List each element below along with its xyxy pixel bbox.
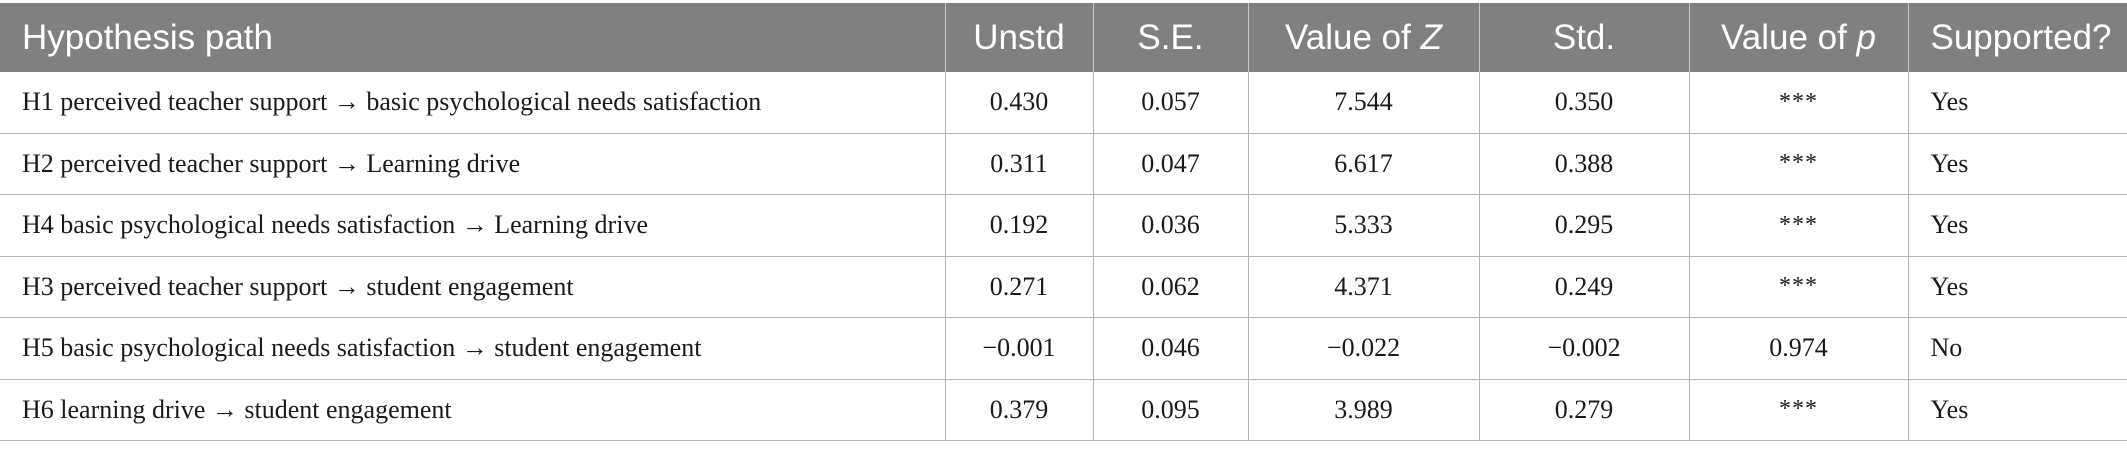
cell-se: 0.062	[1093, 256, 1249, 318]
header-std: Std.	[1479, 3, 1690, 72]
table-body: H1 perceived teacher support → basic psy…	[0, 72, 2127, 441]
cell-se: 0.036	[1093, 194, 1249, 257]
cell-z: 3.989	[1248, 379, 1480, 441]
cell-supported: Yes	[1908, 133, 2127, 195]
cell-supported: Yes	[1908, 256, 2127, 318]
table-row: H3 perceived teacher support → student e…	[0, 256, 2127, 318]
cell-se: 0.047	[1093, 133, 1249, 195]
cell-p: ***	[1689, 256, 1909, 318]
cell-z: 6.617	[1248, 133, 1480, 195]
header-unstd: Unstd	[945, 3, 1094, 72]
header-p-variable: p	[1856, 17, 1877, 57]
header-p-prefix: Value of	[1720, 17, 1857, 57]
cell-std: −0.002	[1479, 317, 1690, 380]
cell-supported: Yes	[1908, 379, 2127, 441]
cell-p: ***	[1689, 379, 1909, 441]
cell-std: 0.388	[1479, 133, 1690, 195]
hypothesis-table: Hypothesis path Unstd S.E. Value of Z St…	[0, 3, 2127, 441]
table-row: H4 basic psychological needs satisfactio…	[0, 194, 2127, 257]
cell-p: ***	[1689, 133, 1909, 195]
table-header: Hypothesis path Unstd S.E. Value of Z St…	[0, 3, 2127, 72]
header-value-of-z: Value of Z	[1248, 3, 1480, 72]
cell-unstd: 0.192	[945, 194, 1094, 257]
header-std-label: Std.	[1552, 17, 1616, 57]
cell-unstd: 0.311	[945, 133, 1094, 195]
cell-hypothesis-path: H2 perceived teacher support → Learning …	[0, 133, 946, 195]
header-z-prefix: Value of	[1285, 17, 1421, 57]
cell-z: −0.022	[1248, 317, 1480, 380]
cell-p: 0.974	[1689, 317, 1909, 380]
cell-supported: Yes	[1908, 72, 2127, 134]
cell-se: 0.046	[1093, 317, 1249, 380]
cell-p: ***	[1689, 72, 1909, 134]
table-row: H2 perceived teacher support → Learning …	[0, 133, 2127, 195]
cell-p: ***	[1689, 194, 1909, 257]
header-se: S.E.	[1093, 3, 1249, 72]
cell-se: 0.057	[1093, 72, 1249, 134]
cell-std: 0.279	[1479, 379, 1690, 441]
header-row: Hypothesis path Unstd S.E. Value of Z St…	[0, 3, 2127, 72]
cell-hypothesis-path: H6 learning drive → student engagement	[0, 379, 946, 441]
cell-unstd: 0.430	[945, 72, 1094, 134]
cell-hypothesis-path: H3 perceived teacher support → student e…	[0, 256, 946, 318]
header-supported: Supported?	[1908, 3, 2127, 72]
cell-supported: No	[1908, 317, 2127, 380]
cell-unstd: 0.379	[945, 379, 1094, 441]
header-hypothesis-path: Hypothesis path	[0, 3, 946, 72]
header-value-of-p: Value of p	[1689, 3, 1909, 72]
cell-z: 5.333	[1248, 194, 1480, 257]
cell-hypothesis-path: H1 perceived teacher support → basic psy…	[0, 72, 946, 134]
header-hypothesis-path-label: Hypothesis path	[22, 17, 273, 57]
table-row: H5 basic psychological needs satisfactio…	[0, 317, 2127, 380]
cell-hypothesis-path: H4 basic psychological needs satisfactio…	[0, 194, 946, 257]
cell-supported: Yes	[1908, 194, 2127, 257]
header-unstd-label: Unstd	[973, 17, 1065, 57]
cell-unstd: 0.271	[945, 256, 1094, 318]
cell-unstd: −0.001	[945, 317, 1094, 380]
cell-std: 0.249	[1479, 256, 1690, 318]
cell-hypothesis-path: H5 basic psychological needs satisfactio…	[0, 317, 946, 380]
table-row: H6 learning drive → student engagement 0…	[0, 379, 2127, 441]
cell-z: 7.544	[1248, 72, 1480, 134]
cell-z: 4.371	[1248, 256, 1480, 318]
cell-se: 0.095	[1093, 379, 1249, 441]
table-row: H1 perceived teacher support → basic psy…	[0, 72, 2127, 134]
cell-std: 0.295	[1479, 194, 1690, 257]
header-supported-label: Supported?	[1930, 17, 2112, 57]
header-z-variable: Z	[1420, 17, 1442, 57]
cell-std: 0.350	[1479, 72, 1690, 134]
header-se-label: S.E.	[1137, 17, 1204, 57]
hypothesis-table-container: Hypothesis path Unstd S.E. Value of Z St…	[0, 3, 2127, 441]
